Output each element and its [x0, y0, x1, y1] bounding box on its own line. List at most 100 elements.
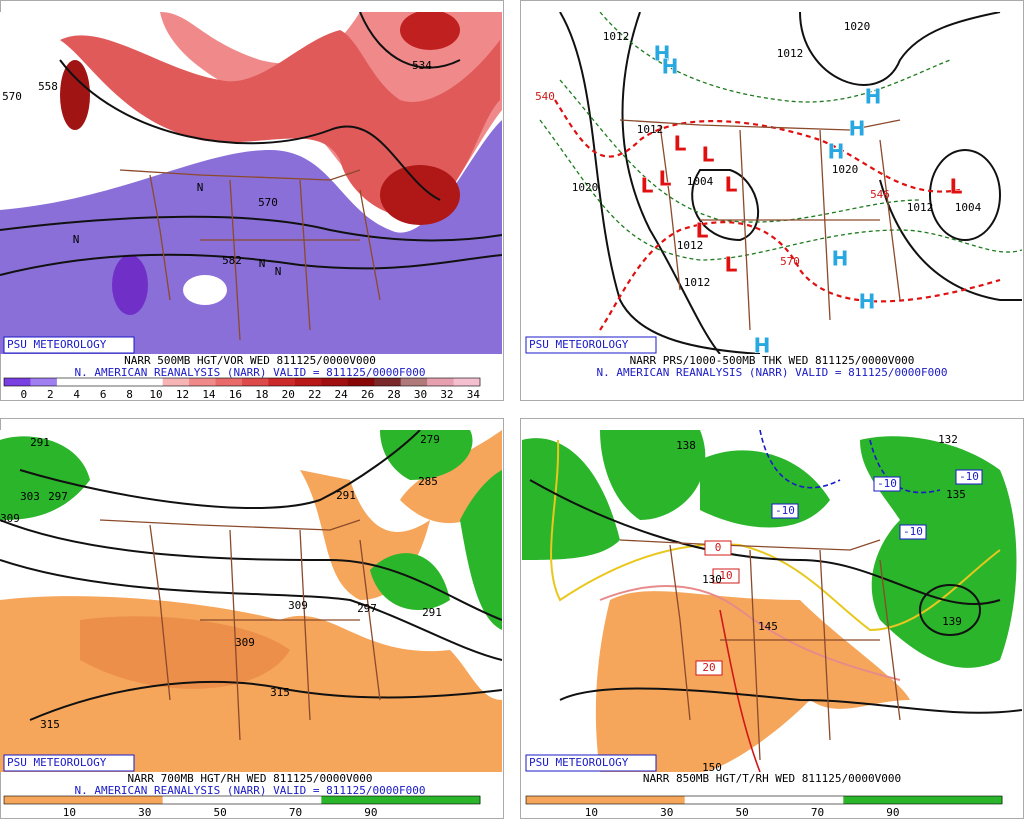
colorbar-frame	[3, 795, 481, 805]
contour-label: 570	[780, 255, 800, 268]
colorbar-segment	[321, 378, 349, 386]
map-header: NARR PRS/1000-500MB THK WED 811125/0000V…	[630, 354, 915, 367]
badge: PSU METEOROLOGY	[529, 338, 629, 351]
label-box	[712, 568, 740, 584]
map-subheader: N. AMERICAN REANALYSIS (NARR) VALID = 81…	[75, 784, 426, 797]
colorbar-segment	[374, 378, 402, 386]
colorbar-segment	[605, 796, 686, 804]
colorbar-label: 50	[735, 806, 748, 819]
colorbar-label: 20	[282, 388, 295, 401]
pressure-center: L	[950, 175, 963, 199]
contour-label: 1012	[907, 201, 934, 214]
colorbar-segment	[453, 378, 481, 386]
contour-label: -10	[775, 504, 795, 517]
badge: PSU METEOROLOGY	[7, 338, 107, 351]
contour-label: N	[197, 181, 204, 194]
label-box	[695, 660, 723, 676]
contour-label: 297	[357, 602, 377, 615]
colorbar-label: 10	[585, 806, 598, 819]
map-header: NARR 700MB HGT/RH WED 811125/0000V000	[127, 772, 372, 785]
label-box	[771, 503, 799, 519]
contour-label: 1004	[687, 175, 714, 188]
contour-label: 315	[270, 686, 290, 699]
colorbar-segment	[83, 378, 111, 386]
contour-label: 1004	[955, 201, 982, 214]
colorbar-segment	[764, 796, 844, 804]
colorbar-label: 30	[414, 388, 427, 401]
map-850mb	[522, 430, 1022, 772]
colorbar-label: 12	[176, 388, 189, 401]
badge: PSU METEOROLOGY	[7, 756, 107, 769]
colorbar-label: 4	[73, 388, 80, 401]
contour-label: 135	[946, 488, 966, 501]
contour-label: 132	[938, 433, 958, 446]
contour-label: 285	[418, 475, 438, 488]
contour-label: 291	[336, 489, 356, 502]
contour-label: 291	[422, 606, 442, 619]
colorbar-segment	[321, 796, 402, 804]
contour-label: 309	[235, 636, 255, 649]
contour-label: 1012	[777, 47, 804, 60]
colorbar-segment	[526, 796, 606, 804]
colorbar-segment	[922, 796, 1003, 804]
colorbar-segment	[400, 378, 428, 386]
contour-label: 315	[40, 718, 60, 731]
colorbar-label: 90	[886, 806, 899, 819]
colorbar-label: 14	[202, 388, 216, 401]
pressure-center: L	[674, 132, 687, 156]
colorbar-label: 10	[63, 806, 76, 819]
contour-label: 582	[222, 254, 242, 267]
pressure-center: L	[725, 173, 738, 197]
colorbar-segment	[109, 378, 137, 386]
colorbar-label: 70	[289, 806, 302, 819]
colorbar-segment	[400, 796, 481, 804]
pressure-center: H	[865, 85, 882, 109]
contour-label: 1020	[832, 163, 859, 176]
pressure-center: H	[654, 42, 671, 66]
colorbar-label: 32	[440, 388, 453, 401]
badge-box	[525, 336, 657, 354]
contour-label: 291	[30, 436, 50, 449]
colorbar-label: 70	[811, 806, 824, 819]
pressure-center: H	[849, 117, 866, 141]
colorbar-frame	[525, 795, 1003, 805]
pressure-center: H	[859, 290, 876, 314]
label-box	[955, 469, 983, 485]
contour-label: 309	[0, 512, 20, 525]
badge-box	[525, 754, 657, 772]
colorbar-label: 18	[255, 388, 268, 401]
contour-label: N	[259, 257, 266, 270]
colorbar-segment	[162, 378, 190, 386]
contour-label: 1012	[684, 276, 711, 289]
contour-label: -10	[903, 525, 923, 538]
map-header: NARR 850MB HGT/T/RH WED 811125/0000V000	[643, 772, 901, 785]
contour-label: 540	[535, 90, 555, 103]
colorbar-segment	[427, 378, 455, 386]
map-header: NARR 500MB HGT/VOR WED 811125/0000V000	[124, 354, 376, 367]
colorbar-label: 50	[213, 806, 226, 819]
colorbar-label: 34	[467, 388, 481, 401]
colorbar-segment	[347, 378, 375, 386]
colorbar-label: 6	[100, 388, 107, 401]
colorbar-label: 2	[47, 388, 54, 401]
contour-label: -10	[959, 470, 979, 483]
map-700mb-rh	[0, 430, 502, 772]
colorbar-label: 28	[387, 388, 400, 401]
contour-label: 303	[20, 490, 40, 503]
contour-label: N	[73, 233, 80, 246]
colorbar-segment	[4, 796, 84, 804]
contour-label: 139	[942, 615, 962, 628]
contour-label: 279	[420, 433, 440, 446]
contour-label: 558	[38, 80, 58, 93]
pressure-center: L	[702, 143, 715, 167]
colorbar-label: 10	[149, 388, 162, 401]
badge: PSU METEOROLOGY	[529, 756, 629, 769]
colorbar-segment	[242, 796, 322, 804]
map-500mb	[0, 12, 502, 354]
contour-label: 1012	[677, 239, 704, 252]
colorbar-label: 90	[364, 806, 377, 819]
contour-label: 1012	[637, 123, 664, 136]
contour-label: N	[275, 265, 282, 278]
colorbar-segment	[136, 378, 164, 386]
